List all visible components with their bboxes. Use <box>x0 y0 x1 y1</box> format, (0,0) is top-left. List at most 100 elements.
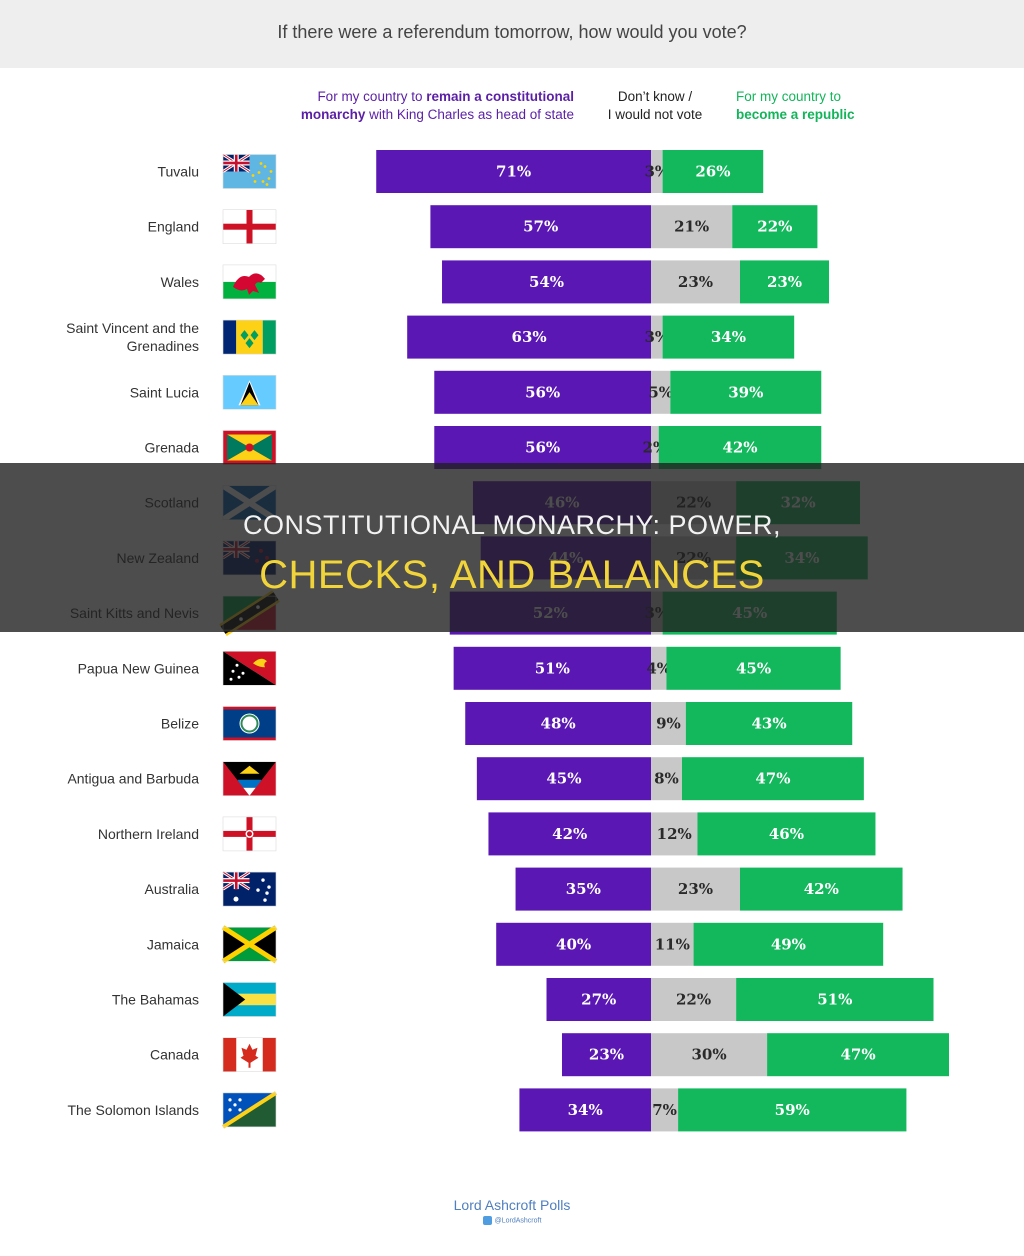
bar-republic <box>767 1033 949 1077</box>
flag-jamaica-icon <box>221 925 278 964</box>
bar-republic <box>740 260 830 304</box>
overlay-title-line1: CONSTITUTIONAL MONARCHY: POWER, <box>242 510 782 540</box>
country-label: Jamaica <box>147 936 199 952</box>
bar-label-monarchy: 57% <box>523 218 558 236</box>
flag-bahamas-icon <box>222 982 277 1017</box>
bar-label-monarchy: 56% <box>525 383 560 401</box>
bar-label-monarchy: 56% <box>525 439 560 457</box>
flag-england-icon <box>222 209 277 244</box>
legend-dont-know-line1: Don’t know / <box>617 89 693 104</box>
country-row: Papua New Guinea 51% 4% 45% <box>78 646 841 690</box>
bar-label-dont-know: 23% <box>678 880 713 898</box>
bar-monarchy <box>515 867 651 911</box>
country-label: Australia <box>145 881 200 897</box>
legend-republic-line2: become a republic <box>736 107 855 122</box>
bar-label-monarchy: 35% <box>566 880 601 898</box>
bar-label-republic: 47% <box>840 1046 875 1064</box>
country-label-line: Grenada <box>145 440 200 456</box>
bar-monarchy <box>561 1033 651 1077</box>
country-label-line: Wales <box>161 274 199 290</box>
bar-monarchy <box>407 315 651 359</box>
country-row: Saint Lucia 56% 5% 39% <box>130 370 822 414</box>
country-label-line: Australia <box>145 881 200 897</box>
country-label-line: England <box>148 219 199 235</box>
bar-label-monarchy: 42% <box>552 825 587 843</box>
bar-label-dont-know: 23% <box>678 273 713 291</box>
legend-dont-know: Don’t know / I would not vote <box>590 88 720 124</box>
bar-dont-know <box>651 1033 768 1077</box>
bar-label-dont-know: 22% <box>676 991 711 1009</box>
bar-label-monarchy: 63% <box>512 328 547 346</box>
country-label: Belize <box>161 716 199 732</box>
bar-dont-know <box>651 922 694 966</box>
bar-dont-know <box>651 260 741 304</box>
bar-monarchy <box>453 646 651 690</box>
bar-label-monarchy: 27% <box>581 991 616 1009</box>
country-label-line: Antigua and Barbuda <box>67 771 199 787</box>
bar-label-republic: 42% <box>722 439 757 457</box>
country-row: The Bahamas 27% 22% 51% <box>112 978 934 1021</box>
bar-dont-know <box>651 150 663 193</box>
source-handle: @LordAshcroft <box>494 1217 542 1225</box>
country-label-line: The Bahamas <box>112 992 199 1008</box>
country-label-line: Jamaica <box>147 936 199 952</box>
bar-monarchy <box>519 1088 651 1132</box>
country-label: Northern Ireland <box>98 826 199 842</box>
bar-label-republic: 23% <box>767 273 802 291</box>
country-label: Wales <box>161 274 199 290</box>
bar-monarchy <box>442 260 651 304</box>
country-label: Papua New Guinea <box>78 660 200 676</box>
legend-monarchy-text-2: with King Charles as head of state <box>365 107 574 122</box>
country-label-line: Papua New Guinea <box>78 660 200 676</box>
country-label-line: The Solomon Islands <box>67 1102 199 1118</box>
country-row: Wales 54% 23% 23% <box>161 260 830 304</box>
country-label: Antigua and Barbuda <box>67 771 199 787</box>
bar-dont-know <box>651 370 671 414</box>
legend-monarchy-bold: remain a constitutional <box>426 89 574 104</box>
flag-tuvalu-icon <box>222 153 277 189</box>
flag-belize-icon <box>222 706 277 741</box>
bar-dont-know <box>651 646 667 690</box>
bar-label-republic: 42% <box>804 880 839 898</box>
bar-republic <box>736 978 934 1021</box>
source-credit: Lord Ashcroft Polls <box>0 1197 1024 1213</box>
country-label-line: Canada <box>150 1047 199 1063</box>
bar-label-dont-know: 11% <box>655 935 690 953</box>
bar-dont-know <box>651 812 698 856</box>
legend-monarchy-text: For my country to <box>317 89 427 104</box>
bar-label-republic: 22% <box>757 218 792 236</box>
flag-antigua-icon <box>222 761 277 797</box>
bar-label-monarchy: 51% <box>535 659 570 677</box>
bar-dont-know <box>651 205 733 249</box>
bar-republic <box>662 150 764 193</box>
bar-label-republic: 45% <box>736 659 771 677</box>
legend-dont-know-line2: I would not vote <box>607 107 703 122</box>
legend-republic-line1: For my country to <box>736 89 842 104</box>
bar-label-republic: 51% <box>817 991 852 1009</box>
country-row: Northern Ireland 42% 12% 46% <box>98 812 876 856</box>
flag-svg-icon <box>222 319 277 355</box>
bar-dont-know <box>651 978 737 1021</box>
bar-label-republic: 59% <box>775 1101 810 1119</box>
bar-label-monarchy: 34% <box>568 1101 603 1119</box>
bar-monarchy <box>488 812 651 856</box>
legend-republic: For my country to become a republic <box>736 88 936 124</box>
bar-republic <box>697 812 876 856</box>
bar-label-monarchy: 23% <box>589 1046 624 1064</box>
bar-republic <box>681 757 864 801</box>
bar-dont-know <box>651 867 741 911</box>
bar-label-republic: 39% <box>728 383 763 401</box>
bar-label-monarchy: 54% <box>529 273 564 291</box>
country-label: Tuvalu <box>157 164 199 180</box>
bar-label-dont-know: 21% <box>674 218 709 236</box>
country-label-line: Belize <box>161 716 199 732</box>
bar-label-republic: 46% <box>769 825 804 843</box>
source-handle-row: @LordAshcroft <box>0 1216 1024 1225</box>
bar-dont-know <box>651 702 686 745</box>
country-label: Canada <box>150 1047 199 1063</box>
flag-solomon-icon <box>221 1091 278 1129</box>
country-row: England 57% 21% 22% <box>148 205 818 249</box>
country-row: The Solomon Islands 34% 7% 59% <box>67 1088 907 1132</box>
chart-question: If there were a referendum tomorrow, how… <box>277 22 747 42</box>
bar-republic <box>685 702 853 745</box>
